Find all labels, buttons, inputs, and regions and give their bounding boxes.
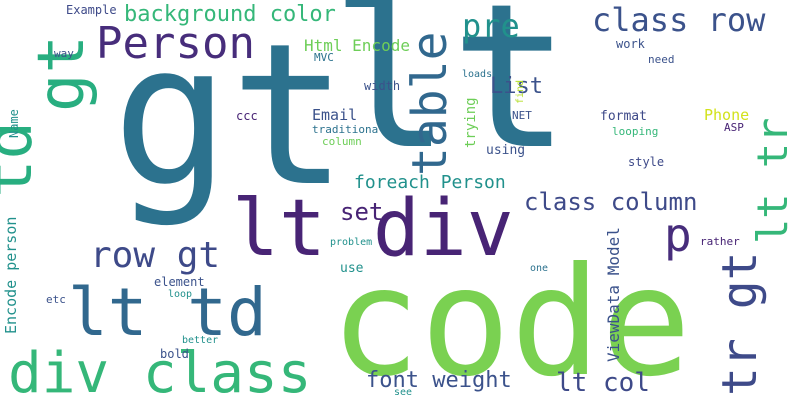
word-div-class: div class xyxy=(8,341,312,400)
word-gt-large: gt xyxy=(112,2,349,230)
word-phone: Phone xyxy=(704,106,750,124)
word-using: using xyxy=(486,143,526,158)
word-bold: bold xyxy=(160,347,189,361)
word-looping: looping xyxy=(612,125,659,138)
word-encode-person-vertical: Encode person xyxy=(2,216,20,334)
word-net: NET xyxy=(512,109,532,122)
word-set: set xyxy=(340,198,384,226)
word-lt-div: lt div xyxy=(232,184,514,274)
word-asp: ASP xyxy=(724,121,744,134)
word-font-weight: font weight xyxy=(366,368,512,393)
word-ccc: ccc xyxy=(236,109,258,123)
word-way: way xyxy=(54,47,74,60)
word-tr-gt-vertical: tr gt xyxy=(712,251,768,397)
word-mvc: MVC xyxy=(314,51,334,64)
word-trying-vertical: trying xyxy=(463,97,479,148)
word-lt-col: lt col xyxy=(556,368,650,398)
word-find-vertical: find xyxy=(515,79,526,104)
word-viewdata-model-vertical: ViewData Model xyxy=(604,227,623,362)
word-element: element xyxy=(154,275,205,289)
word-lt-tr-vertical: lt tr xyxy=(748,117,797,244)
word-person: Person xyxy=(96,18,255,69)
word-style: style xyxy=(628,155,665,169)
word-email: Email xyxy=(312,106,358,124)
word-pre: pre xyxy=(462,7,520,45)
word-width: width xyxy=(364,79,401,93)
word-class-column: class column xyxy=(524,188,698,216)
word-lt-large: lt xyxy=(330,0,571,194)
word-example: Example xyxy=(66,3,117,17)
word-need: need xyxy=(648,53,675,66)
word-work: work xyxy=(616,37,645,51)
word-code: code xyxy=(330,236,692,400)
word-one: one xyxy=(530,263,549,274)
word-rather: rather xyxy=(700,235,740,248)
word-loop: loop xyxy=(168,289,193,300)
word-list: List xyxy=(490,74,543,99)
word-name-vertical: Name xyxy=(7,109,21,138)
word-table-vertical: table xyxy=(402,31,458,177)
word-p: p xyxy=(664,208,692,262)
word-better: better xyxy=(182,335,219,346)
word-loads: loads xyxy=(462,69,493,80)
word-background-color: background color xyxy=(124,2,336,27)
word-foreach-person: foreach Person xyxy=(354,172,506,193)
word-traditional: traditional xyxy=(312,123,385,136)
word-format: format xyxy=(600,109,647,124)
word-problem: problem xyxy=(330,237,373,248)
word-class-row: class row xyxy=(592,1,766,39)
word-row-gt: row gt xyxy=(90,235,221,276)
word-html-encode: Html Encode xyxy=(304,36,410,55)
word-lt-td: lt td xyxy=(68,274,267,351)
word-column: column xyxy=(322,135,362,148)
word-etc: etc xyxy=(46,293,66,306)
word-see: see xyxy=(394,387,413,398)
word-use: use xyxy=(340,261,364,276)
